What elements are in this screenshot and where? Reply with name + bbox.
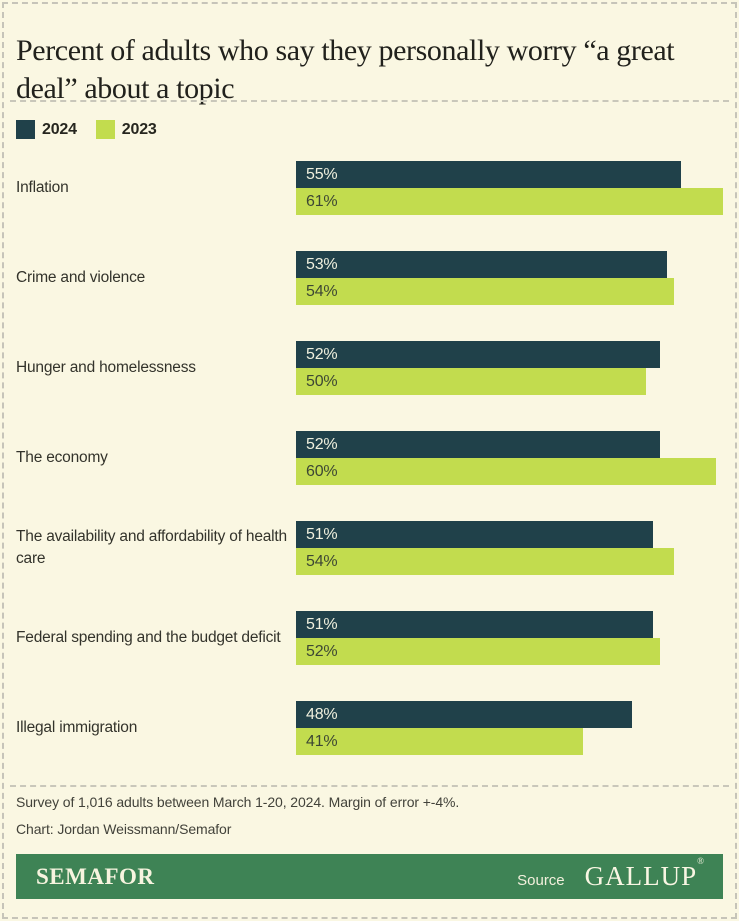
bar-value-label: 51% (306, 525, 338, 543)
bar-chart: Inflation 55% 61% Crime and violence 53% 54% H… (0, 161, 739, 761)
bar-value-label: 48% (306, 705, 338, 723)
legend-label-2023: 2023 (121, 120, 157, 138)
legend-swatch-2024 (16, 120, 35, 139)
survey-note: Survey of 1,016 adults between March 1-2… (16, 794, 460, 810)
legend-item-2023: 2023 (95, 120, 157, 139)
bar-group: 52% 50% (296, 341, 660, 395)
bar-2024: 51% (296, 611, 653, 638)
bar-2024: 52% (296, 341, 660, 368)
source-attribution: Source GALLUP® (517, 856, 723, 892)
bar-2023: 50% (296, 368, 646, 395)
bar-value-label: 60% (306, 462, 338, 480)
source-label: Source (517, 872, 565, 889)
bar-2023: 54% (296, 278, 674, 305)
bar-2024: 53% (296, 251, 667, 278)
bar-value-label: 52% (306, 642, 338, 660)
registered-trademark-icon: ® (697, 856, 705, 866)
bar-value-label: 55% (306, 165, 338, 183)
semafor-logo: SEMAFOR (36, 863, 155, 889)
bar-value-label: 41% (306, 732, 338, 750)
bar-2023: 41% (296, 728, 583, 755)
chart-row: The economy 52% 60% (0, 431, 739, 485)
bar-value-label: 54% (306, 552, 338, 570)
footer-bar: SEMAFOR Source GALLUP® (16, 854, 723, 899)
legend-label-2024: 2024 (42, 120, 77, 138)
title-divider (10, 100, 729, 102)
chart-title: Percent of adults who say they personall… (16, 34, 675, 106)
bar-2023: 54% (296, 548, 674, 575)
bar-group: 55% 61% (296, 161, 723, 215)
chart-row: Inflation 55% 61% (0, 161, 739, 215)
category-label: Hunger and homelessness (16, 359, 196, 376)
chart-row: Federal spending and the budget deficit 5… (0, 611, 739, 665)
bar-group: 51% 54% (296, 521, 674, 575)
bar-2024: 51% (296, 521, 653, 548)
chart-row: Illegal immigration 48% 41% (0, 701, 739, 755)
bar-group: 52% 60% (296, 431, 716, 485)
bar-value-label: 61% (306, 192, 338, 210)
legend: 2024 2023 (16, 120, 176, 139)
bar-2024: 52% (296, 431, 660, 458)
chart-row: Crime and violence 53% 54% (0, 251, 739, 305)
bar-value-label: 50% (306, 372, 338, 390)
gallup-logo: GALLUP® (584, 856, 705, 891)
bar-group: 53% 54% (296, 251, 674, 305)
bar-2024: 55% (296, 161, 681, 188)
chart-row: The availability and affordability of he… (0, 521, 739, 575)
category-label: Inflation (16, 179, 69, 196)
category-label: The economy (16, 449, 108, 466)
bar-value-label: 52% (306, 345, 338, 363)
bar-2023: 60% (296, 458, 716, 485)
category-label: The availability and affordability of he… (16, 528, 287, 567)
credit-note: Chart: Jordan Weissmann/Semafor (16, 821, 232, 837)
chart-row: Hunger and homelessness 52% 50% (0, 341, 739, 395)
legend-item-2024: 2024 (16, 120, 77, 139)
bar-group: 48% 41% (296, 701, 632, 755)
bar-group: 51% 52% (296, 611, 660, 665)
category-label: Crime and violence (16, 269, 146, 286)
footnote-divider (10, 785, 729, 787)
bar-2024: 48% (296, 701, 632, 728)
bar-value-label: 51% (306, 615, 338, 633)
bar-value-label: 53% (306, 255, 338, 273)
bar-value-label: 52% (306, 435, 338, 453)
bar-2023: 52% (296, 638, 660, 665)
category-label: Federal spending and the budget deficit (16, 629, 281, 646)
legend-swatch-2023 (95, 120, 115, 139)
bar-2023: 61% (296, 188, 723, 215)
bar-value-label: 54% (306, 282, 338, 300)
category-label: Illegal immigration (16, 719, 138, 736)
